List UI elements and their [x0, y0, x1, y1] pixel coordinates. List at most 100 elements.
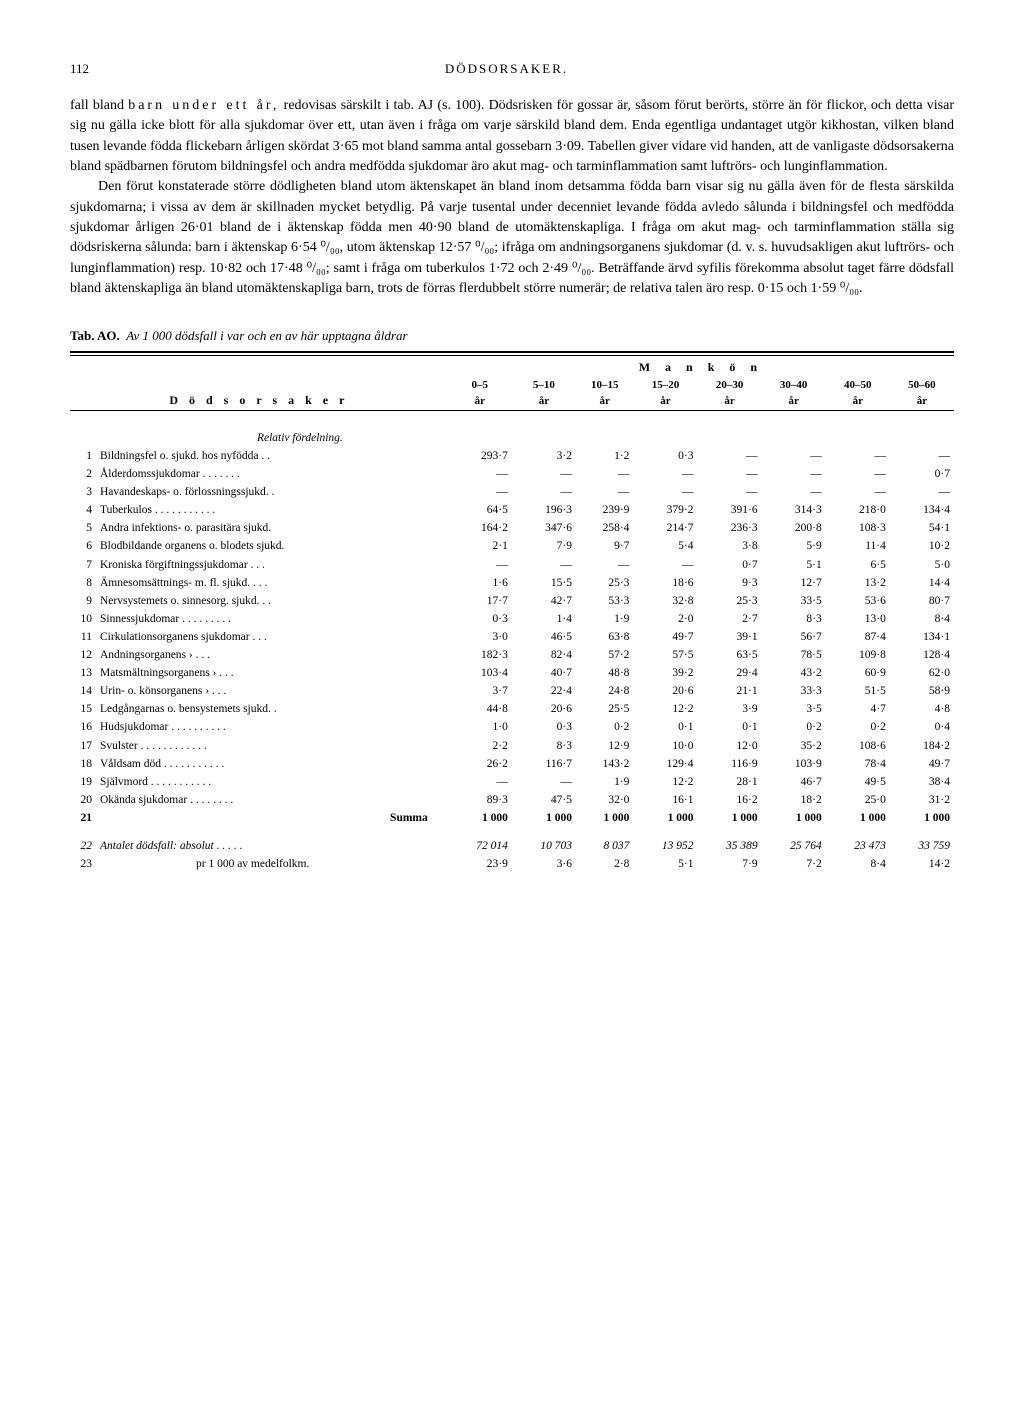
cell: 47·5 — [512, 791, 576, 809]
row-num: 3 — [70, 483, 96, 501]
cell: 25·5 — [576, 700, 633, 718]
cell: 1 000 — [512, 809, 576, 827]
cell: 134·1 — [890, 628, 954, 646]
cell: 72 014 — [448, 837, 512, 855]
cell: 14·4 — [890, 574, 954, 592]
cell: 1·9 — [576, 773, 633, 791]
cell: 184·2 — [890, 737, 954, 755]
table-title: Av 1 000 dödsfall i var och en av här up… — [126, 328, 407, 343]
cell: 13·2 — [826, 574, 890, 592]
age-col-5: 30–40år — [762, 377, 826, 410]
cell: 51·5 — [826, 682, 890, 700]
row-label: Urin- o. könsorganens › . . . — [96, 682, 448, 700]
cell: — — [762, 447, 826, 465]
cell: 87·4 — [826, 628, 890, 646]
cell: 129·4 — [633, 755, 697, 773]
cell: — — [448, 556, 512, 574]
age-col-6: 40–50år — [826, 377, 890, 410]
cell: 143·2 — [576, 755, 633, 773]
row-num: 8 — [70, 574, 96, 592]
cell: 43·2 — [762, 664, 826, 682]
cell: 5·0 — [890, 556, 954, 574]
cell: 48·8 — [576, 664, 633, 682]
row-label: Andningsorganens › . . . — [96, 646, 448, 664]
table-row: 21Summa1 0001 0001 0001 0001 0001 0001 0… — [70, 809, 954, 827]
cell: 10·0 — [633, 737, 697, 755]
cell: 44·8 — [448, 700, 512, 718]
cell: 200·8 — [762, 519, 826, 537]
table-row: 3Havandeskaps- o. förlossningssjukd. .——… — [70, 483, 954, 501]
cell: 2·2 — [448, 737, 512, 755]
cell: 134·4 — [890, 501, 954, 519]
table-row: 16Hudsjukdomar . . . . . . . . . .1·00·3… — [70, 718, 954, 736]
cell: 33·5 — [762, 592, 826, 610]
cell: 4·8 — [890, 700, 954, 718]
cell: — — [512, 773, 576, 791]
table-row: 6Blodbildande organens o. blodets sjukd.… — [70, 537, 954, 555]
cell: 5·9 — [762, 537, 826, 555]
p1-lead: fall bland — [70, 98, 128, 113]
row-num: 6 — [70, 537, 96, 555]
cell: 3·5 — [762, 700, 826, 718]
cell: 1 000 — [576, 809, 633, 827]
cell: 109·8 — [826, 646, 890, 664]
cell: — — [512, 483, 576, 501]
cell: 33·3 — [762, 682, 826, 700]
cell: 53·3 — [576, 592, 633, 610]
cell: — — [826, 447, 890, 465]
group-header: M a n k ö n — [448, 358, 954, 377]
row-label: Havandeskaps- o. förlossningssjukd. . — [96, 483, 448, 501]
cell: 3·7 — [448, 682, 512, 700]
cell: 3·2 — [512, 447, 576, 465]
cell: 1·9 — [576, 610, 633, 628]
table-row: 13Matsmältningsorganens › . . .103·440·7… — [70, 664, 954, 682]
row-label: Ämnesomsättnings- m. fl. sjukd. . . . — [96, 574, 448, 592]
age-col-3: 15–20år — [633, 377, 697, 410]
table-row: 15Ledgångarnas o. bensystemets sjukd. .4… — [70, 700, 954, 718]
cell: 26·2 — [448, 755, 512, 773]
cell: 17·7 — [448, 592, 512, 610]
cell: 12·7 — [762, 574, 826, 592]
cell: 108·6 — [826, 737, 890, 755]
cell: 15·5 — [512, 574, 576, 592]
paragraph-2: Den förut konstaterade större dödlighete… — [70, 177, 954, 299]
cell: 5·1 — [762, 556, 826, 574]
table-top-rule2 — [70, 355, 954, 356]
row-label: Hudsjukdomar . . . . . . . . . . — [96, 718, 448, 736]
cell: 1·0 — [448, 718, 512, 736]
cell: 0·7 — [698, 556, 762, 574]
row-label: Ålderdomssjukdomar . . . . . . . — [96, 465, 448, 483]
cell: 3·9 — [698, 700, 762, 718]
cell: 1 000 — [826, 809, 890, 827]
row-num: 18 — [70, 755, 96, 773]
table-row: 20Okända sjukdomar . . . . . . . .89·347… — [70, 791, 954, 809]
cell: 1 000 — [633, 809, 697, 827]
cell: 11·4 — [826, 537, 890, 555]
table-row: 10Sinnessjukdomar . . . . . . . . .0·31·… — [70, 610, 954, 628]
cell: 116·9 — [698, 755, 762, 773]
cell: — — [633, 556, 697, 574]
row-label: Självmord . . . . . . . . . . . — [96, 773, 448, 791]
cell: — — [448, 773, 512, 791]
cell: 8 037 — [576, 837, 633, 855]
cell: 6·5 — [826, 556, 890, 574]
stub-header: D ö d s o r s a k e r — [70, 358, 448, 410]
cell: 31·2 — [890, 791, 954, 809]
cell: 7·9 — [512, 537, 576, 555]
cell: 25·3 — [576, 574, 633, 592]
cell: — — [576, 465, 633, 483]
cell: 29·4 — [698, 664, 762, 682]
cell: 10 703 — [512, 837, 576, 855]
cell: 12·0 — [698, 737, 762, 755]
cell: 0·7 — [890, 465, 954, 483]
table-caption: Tab. AO. Av 1 000 dödsfall i var och en … — [70, 327, 954, 345]
cell: 164·2 — [448, 519, 512, 537]
cell: 103·4 — [448, 664, 512, 682]
cell: 236·3 — [698, 519, 762, 537]
table-row: 4Tuberkulos . . . . . . . . . . .64·5196… — [70, 501, 954, 519]
cell: — — [698, 447, 762, 465]
row-num: 13 — [70, 664, 96, 682]
row-label: Svulster . . . . . . . . . . . . — [96, 737, 448, 755]
cell: 56·7 — [762, 628, 826, 646]
row-num: 17 — [70, 737, 96, 755]
